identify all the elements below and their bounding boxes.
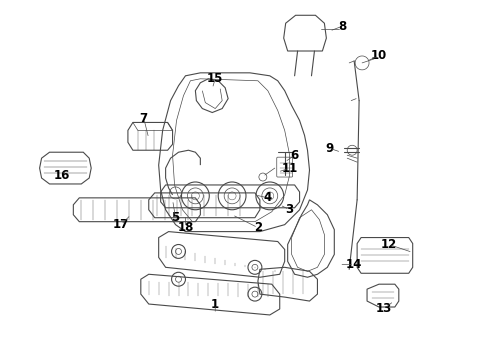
Text: 9: 9 — [325, 142, 334, 155]
Text: 11: 11 — [282, 162, 298, 175]
Text: 6: 6 — [291, 149, 299, 162]
Text: 13: 13 — [376, 302, 392, 315]
Text: 2: 2 — [254, 221, 262, 234]
Text: 8: 8 — [338, 20, 346, 33]
Text: 7: 7 — [140, 112, 148, 125]
Text: 3: 3 — [286, 203, 294, 216]
Text: 5: 5 — [172, 211, 180, 224]
Text: 18: 18 — [177, 221, 194, 234]
Text: 15: 15 — [207, 72, 223, 85]
Text: 4: 4 — [264, 192, 272, 204]
Text: 12: 12 — [381, 238, 397, 251]
Text: 17: 17 — [113, 218, 129, 231]
Text: 14: 14 — [346, 258, 362, 271]
Text: 10: 10 — [371, 49, 387, 63]
Text: 16: 16 — [53, 168, 70, 181]
Text: 1: 1 — [211, 297, 220, 311]
